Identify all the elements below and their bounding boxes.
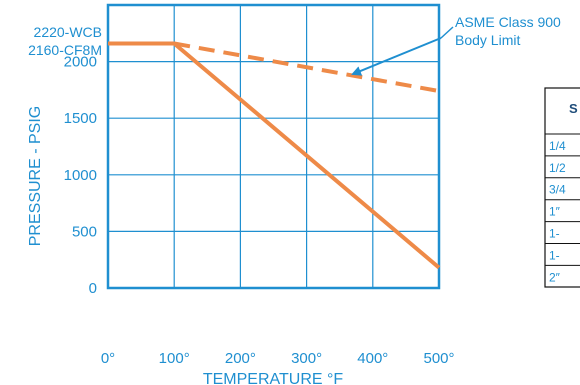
top-label-wcb: 2220-WCB xyxy=(34,24,102,40)
x-tick-label: 400° xyxy=(357,350,388,367)
table-rows: 1/4 1/2 3/4 1″ 1- 1- 2″ xyxy=(545,139,580,284)
y-axis-title: PRESSURE - PSIG xyxy=(27,106,44,246)
x-tick-label: 500° xyxy=(423,350,454,367)
x-tick-labels: 0° 100° 200° 300° 400° 500° xyxy=(101,350,455,367)
y-tick-label: 2000 xyxy=(64,54,97,71)
y-tick-label: 500 xyxy=(72,223,97,240)
x-tick-label: 0° xyxy=(101,350,115,367)
table-frame xyxy=(544,87,580,288)
y-tick-label: 1000 xyxy=(64,167,97,184)
x-tick-label: 100° xyxy=(159,350,190,367)
table-row-label: 2″ xyxy=(549,270,561,284)
x-axis-title: TEMPERATURE °F xyxy=(203,371,344,385)
x-tick-label: 300° xyxy=(291,350,322,367)
table-row-label: 1- xyxy=(549,248,560,262)
annotation-leader-line xyxy=(440,26,454,39)
chart-series xyxy=(108,41,441,270)
pressure-rating-line xyxy=(108,41,441,270)
plot-frame xyxy=(106,3,441,290)
annotation-line-1: ASME Class 900 xyxy=(455,14,561,30)
table-row-label: 1/4 xyxy=(549,139,566,153)
annotation-arrow xyxy=(351,37,442,76)
table-row-label: 3/4 xyxy=(549,183,566,197)
body-limit-dashed-line xyxy=(173,41,440,94)
chart-grid xyxy=(108,5,439,288)
y-tick-labels: 0 500 1000 1500 2000 xyxy=(64,54,97,297)
top-label-cf8m: 2160-CF8M xyxy=(28,42,102,58)
table-row-label: 1- xyxy=(549,227,560,241)
annotation-line-2: Body Limit xyxy=(455,32,520,48)
table-row-label: 1/2 xyxy=(549,161,566,175)
x-tick-label: 200° xyxy=(225,350,256,367)
y-tick-label: 0 xyxy=(89,280,97,297)
table-header: S xyxy=(569,101,578,116)
table-row-label: 1″ xyxy=(549,205,561,219)
size-table: S 1/4 1/2 3/4 1″ 1- 1- 2″ xyxy=(544,87,580,288)
y-tick-label: 1500 xyxy=(64,110,97,127)
